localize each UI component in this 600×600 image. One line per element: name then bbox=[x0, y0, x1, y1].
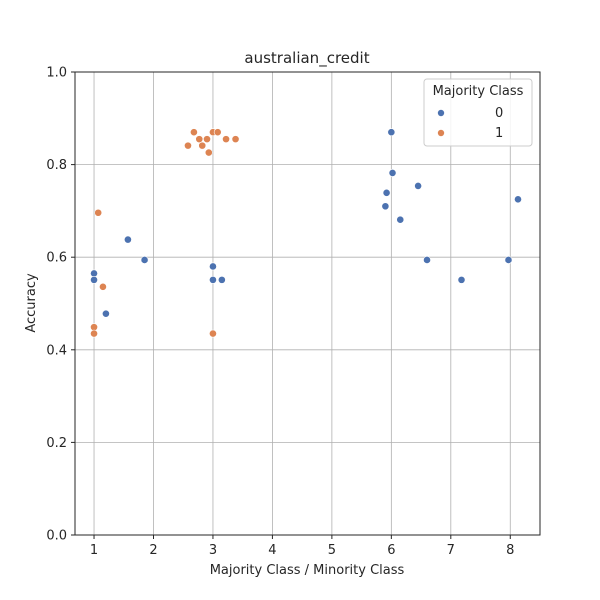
x-tick-label: 8 bbox=[506, 543, 514, 558]
x-tick-label: 4 bbox=[268, 543, 276, 558]
point-series-0 bbox=[514, 195, 522, 204]
legend-label-series-1: 1 bbox=[495, 126, 503, 141]
y-tick-label: 0.8 bbox=[46, 158, 67, 173]
point-series-1 bbox=[209, 329, 217, 338]
plot-frame bbox=[74, 71, 541, 536]
legend: Majority Class 0 1 bbox=[423, 78, 533, 147]
point-series-0 bbox=[102, 309, 110, 318]
legend-box bbox=[423, 78, 533, 147]
point-series-0 bbox=[381, 202, 390, 211]
point-series-0 bbox=[504, 256, 513, 264]
y-tick-label: 0.4 bbox=[46, 343, 67, 358]
y-tick-label: 0.2 bbox=[46, 436, 67, 451]
x-tick-label: 7 bbox=[447, 543, 455, 558]
y-tick-label: 0.6 bbox=[46, 251, 67, 266]
point-series-0 bbox=[423, 256, 431, 264]
point-series-0 bbox=[382, 188, 391, 197]
point-series-1 bbox=[198, 141, 207, 150]
x-tick-label: 2 bbox=[149, 543, 157, 558]
x-tick-label: 1 bbox=[90, 543, 98, 558]
legend-title: Majority Class bbox=[433, 84, 524, 99]
point-series-0 bbox=[90, 275, 98, 284]
point-series-0 bbox=[396, 215, 405, 224]
legend-label-series-0: 0 bbox=[495, 106, 503, 121]
point-series-1 bbox=[195, 135, 204, 144]
point-series-0 bbox=[209, 262, 217, 271]
point-series-1 bbox=[184, 141, 192, 150]
x-tick-label: 6 bbox=[387, 543, 395, 558]
point-series-0 bbox=[209, 275, 217, 284]
point-series-0 bbox=[217, 275, 226, 284]
point-series-1 bbox=[94, 208, 103, 217]
ticks: 1 2 3 4 5 6 7 8 0.0 0.2 0.4 0.6 0.8 1.0 bbox=[46, 66, 514, 559]
x-tick-label: 5 bbox=[328, 543, 336, 558]
point-series-0 bbox=[414, 181, 423, 190]
point-series-0 bbox=[90, 269, 98, 278]
point-series-0 bbox=[124, 235, 132, 244]
point-series-1 bbox=[231, 135, 240, 144]
y-axis-label: Accuracy bbox=[24, 273, 39, 333]
point-series-1 bbox=[90, 329, 98, 338]
point-series-1 bbox=[99, 282, 107, 291]
point-series-1 bbox=[222, 135, 230, 144]
point-series-1 bbox=[203, 135, 211, 144]
legend-marker-series-1 bbox=[437, 129, 445, 137]
chart-title: australian_credit bbox=[244, 49, 369, 68]
y-tick-label: 0.0 bbox=[46, 529, 67, 544]
x-tick-label: 3 bbox=[209, 543, 217, 558]
point-series-1 bbox=[204, 148, 213, 157]
data-points bbox=[90, 128, 522, 338]
x-axis-label: Majority Class / Minority Class bbox=[210, 563, 405, 578]
point-series-0 bbox=[140, 256, 149, 264]
point-series-0 bbox=[387, 128, 396, 137]
point-series-1 bbox=[213, 128, 222, 137]
point-series-0 bbox=[388, 169, 397, 177]
point-series-1 bbox=[190, 128, 198, 137]
point-series-1 bbox=[90, 323, 98, 332]
y-tick-label: 1.0 bbox=[46, 66, 67, 81]
legend-marker-series-0 bbox=[437, 109, 445, 117]
point-series-0 bbox=[457, 275, 466, 284]
